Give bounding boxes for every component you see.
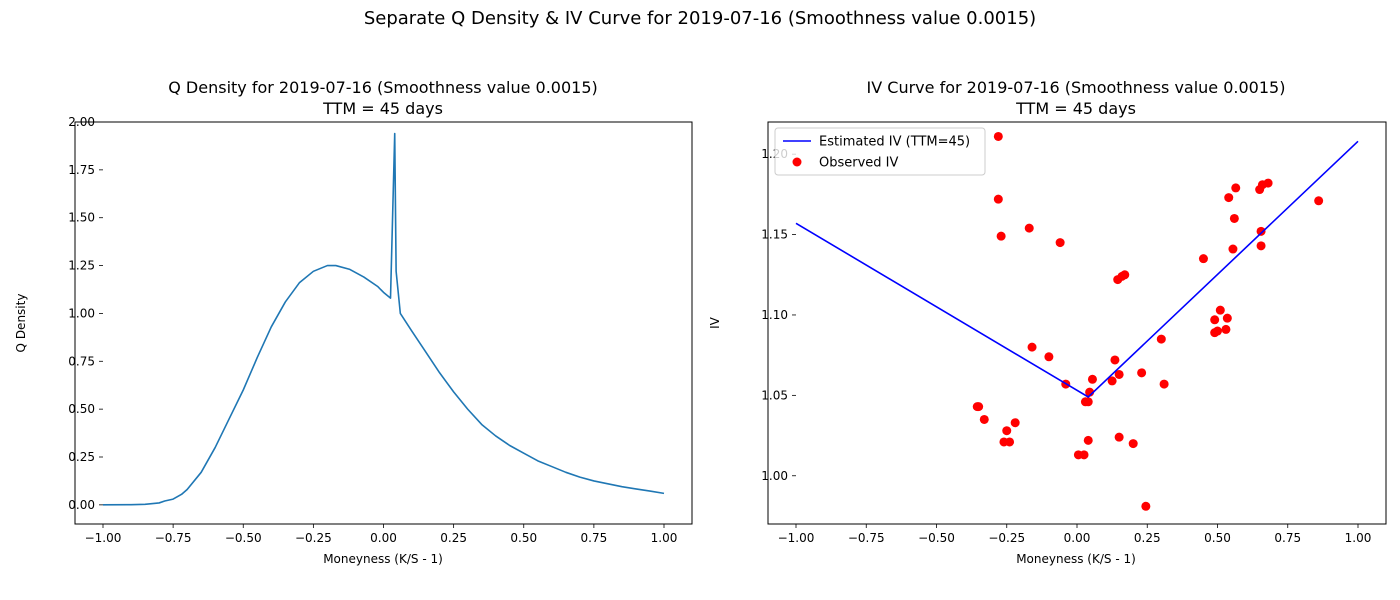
x-tick-label: 0.25 bbox=[440, 531, 467, 545]
observed-iv-point bbox=[1198, 254, 1208, 264]
estimated-iv-line bbox=[795, 140, 1359, 398]
observed-iv-point bbox=[1228, 244, 1238, 254]
observed-iv-point bbox=[1024, 223, 1034, 233]
observed-iv-point bbox=[1141, 501, 1151, 511]
iv-curve-title-line1: IV Curve for 2019-07-16 (Smoothness valu… bbox=[867, 78, 1286, 97]
x-tick-label: 0.50 bbox=[510, 531, 537, 545]
iv-curve-title-line2: TTM = 45 days bbox=[1015, 99, 1136, 118]
y-tick-label: 0.50 bbox=[68, 402, 95, 416]
x-tick-label: 1.00 bbox=[1345, 531, 1372, 545]
q-density-plot-frame bbox=[74, 121, 693, 525]
observed-iv-point bbox=[1159, 379, 1169, 389]
q-density-plot-area bbox=[102, 132, 665, 506]
observed-iv-point bbox=[1222, 313, 1232, 323]
q-density-axes: Q Density for 2019-07-16 (Smoothness val… bbox=[14, 78, 693, 566]
x-tick-label: −0.75 bbox=[155, 531, 192, 545]
y-tick-label: 1.05 bbox=[761, 388, 788, 402]
y-tick-label: 0.00 bbox=[68, 498, 95, 512]
iv-curve-plot-area bbox=[795, 131, 1359, 511]
x-tick-label: −0.50 bbox=[918, 531, 955, 545]
x-tick-label: −1.00 bbox=[85, 531, 122, 545]
y-tick-label: 0.25 bbox=[68, 450, 95, 464]
q-density-line bbox=[102, 132, 665, 506]
iv-curve-y-axis-label: IV bbox=[708, 316, 722, 329]
figure-suptitle: Separate Q Density & IV Curve for 2019-0… bbox=[363, 8, 1037, 29]
y-tick-label: 1.00 bbox=[68, 306, 95, 320]
legend-estimated-iv-label: Estimated IV (TTM=45) bbox=[819, 135, 970, 150]
iv-curve-x-axis-label: Moneyness (K/S - 1) bbox=[1016, 552, 1136, 566]
x-tick-label: −1.00 bbox=[778, 531, 815, 545]
legend-frame bbox=[774, 127, 986, 176]
q-density-y-ticks: 0.00 0.25 0.50 0.75 1.00 1.25 1.50 1.75 2.00 bbox=[68, 115, 103, 512]
observed-iv-point bbox=[1080, 397, 1090, 407]
y-tick-label: 1.10 bbox=[761, 308, 788, 322]
observed-iv-point bbox=[1256, 226, 1266, 236]
y-tick-label: 0.75 bbox=[68, 354, 95, 368]
observed-iv-point bbox=[1110, 355, 1120, 365]
iv-curve-plot-frame bbox=[767, 121, 1387, 525]
observed-iv-point bbox=[1215, 305, 1225, 315]
observed-iv-point bbox=[972, 402, 982, 412]
observed-iv-point bbox=[979, 414, 989, 424]
observed-iv-point bbox=[1137, 368, 1147, 378]
y-tick-label: 1.50 bbox=[68, 211, 95, 225]
observed-iv-point bbox=[1107, 376, 1117, 386]
iv-curve-legend: Estimated IV (TTM=45) Observed IV bbox=[774, 127, 986, 176]
q-density-x-ticks: −1.00 −0.75 −0.50 −0.25 0.00 0.25 0.50 0.75 1.00 bbox=[85, 524, 678, 545]
observed-iv-point bbox=[993, 194, 1003, 204]
x-tick-label: 1.00 bbox=[651, 531, 678, 545]
observed-iv-point bbox=[1113, 275, 1123, 285]
x-tick-label: 0.00 bbox=[370, 531, 397, 545]
observed-iv-point bbox=[1002, 426, 1012, 436]
observed-iv-point bbox=[1010, 418, 1020, 428]
iv-curve-y-ticks: 1.001.051.101.151.20 bbox=[761, 147, 796, 483]
y-tick-label: 1.25 bbox=[68, 259, 95, 273]
observed-iv-point bbox=[1128, 439, 1138, 449]
observed-iv-point bbox=[993, 131, 1003, 141]
observed-iv-point bbox=[1087, 374, 1097, 384]
observed-iv-point bbox=[1027, 342, 1037, 352]
x-tick-label: 0.50 bbox=[1204, 531, 1231, 545]
y-tick-label: 1.75 bbox=[68, 163, 95, 177]
legend-observed-iv-label: Observed IV bbox=[819, 156, 899, 171]
iv-curve-x-ticks: −1.00 −0.75 −0.50 −0.25 0.00 0.25 0.50 0.75 1.00 bbox=[778, 524, 1372, 545]
q-density-title-line1: Q Density for 2019-07-16 (Smoothness val… bbox=[168, 78, 597, 97]
observed-iv-point bbox=[1210, 328, 1220, 338]
x-tick-label: 0.75 bbox=[1274, 531, 1301, 545]
observed-iv-point bbox=[1231, 183, 1241, 193]
observed-iv-point bbox=[1229, 213, 1239, 223]
x-tick-label: 0.25 bbox=[1134, 531, 1161, 545]
q-density-y-axis-label: Q Density bbox=[14, 294, 28, 353]
x-tick-label: 0.00 bbox=[1064, 531, 1091, 545]
x-tick-label: 0.75 bbox=[581, 531, 608, 545]
observed-iv-point bbox=[1055, 238, 1065, 248]
observed-iv-point bbox=[1083, 435, 1093, 445]
x-tick-label: −0.25 bbox=[295, 531, 332, 545]
observed-iv-point bbox=[1221, 324, 1231, 334]
observed-iv-point bbox=[1256, 241, 1266, 251]
observed-iv-point bbox=[1314, 196, 1324, 206]
iv-curve-axes: IV Curve for 2019-07-16 (Smoothness valu… bbox=[708, 78, 1387, 566]
observed-iv-point bbox=[1079, 450, 1089, 460]
q-density-x-axis-label: Moneyness (K/S - 1) bbox=[323, 552, 443, 566]
observed-iv-point bbox=[1224, 193, 1234, 203]
x-tick-label: −0.75 bbox=[848, 531, 885, 545]
observed-iv-point bbox=[1263, 178, 1273, 188]
observed-iv-point bbox=[996, 231, 1006, 241]
x-tick-label: −0.25 bbox=[988, 531, 1025, 545]
observed-iv-point bbox=[1114, 432, 1124, 442]
observed-iv-point bbox=[1044, 352, 1054, 362]
legend-observed-iv-swatch bbox=[792, 157, 802, 167]
observed-iv-point bbox=[1005, 437, 1015, 447]
y-tick-label: 1.15 bbox=[761, 228, 788, 242]
x-tick-label: −0.50 bbox=[225, 531, 262, 545]
y-tick-label: 2.00 bbox=[68, 115, 95, 129]
observed-iv-point bbox=[1114, 369, 1124, 379]
y-tick-label: 1.00 bbox=[761, 469, 788, 483]
observed-iv-point bbox=[1210, 315, 1220, 325]
observed-iv-point bbox=[1156, 334, 1166, 344]
q-density-title-line2: TTM = 45 days bbox=[322, 99, 443, 118]
